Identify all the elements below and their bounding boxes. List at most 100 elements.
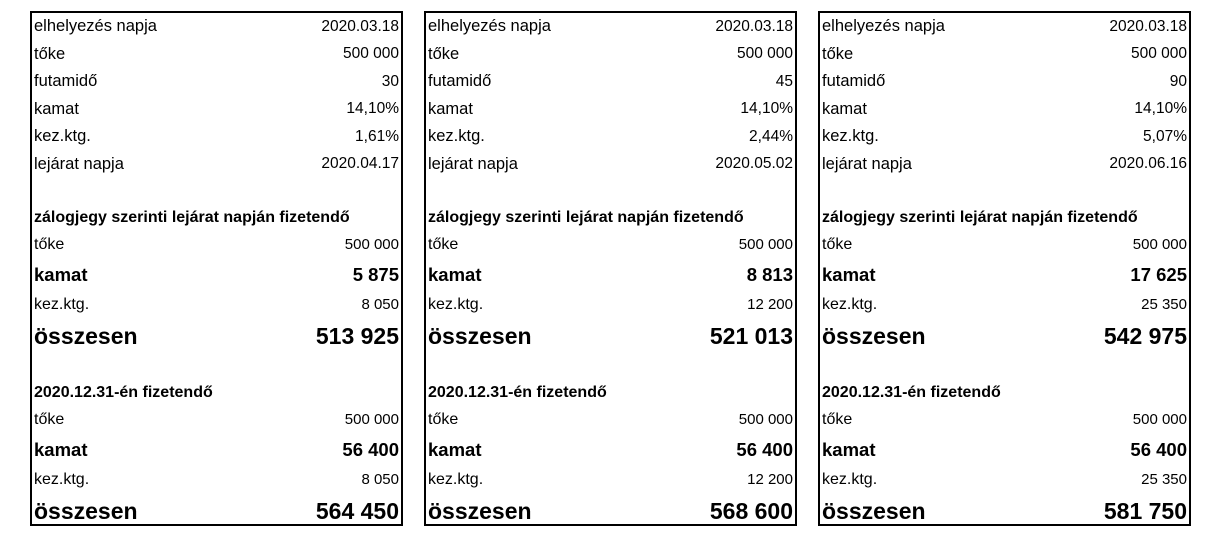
maturity-principal-label: tőke bbox=[428, 235, 459, 253]
maturity-interest-value: 8 813 bbox=[746, 263, 793, 285]
maturity-principal-value: 500 000 bbox=[738, 236, 793, 253]
yearend-interest-value: 56 400 bbox=[736, 438, 793, 460]
principal-row: tőke 500 000 bbox=[32, 41, 401, 69]
handling-fee-rate-value: 5,07% bbox=[1143, 127, 1187, 145]
yearend-fee-row: kez.ktg. 8 050 bbox=[32, 465, 401, 494]
maturity-principal-row: tőke 500 000 bbox=[32, 230, 401, 259]
yearend-total-row: összesen 568 600 bbox=[426, 494, 795, 528]
maturity-fee-value: 25 350 bbox=[1141, 296, 1187, 313]
yearend-fee-value: 25 350 bbox=[1141, 471, 1187, 488]
spacer bbox=[426, 353, 795, 375]
term-label: futamidő bbox=[34, 72, 98, 91]
interest-rate-row: kamat 14,10% bbox=[32, 96, 401, 124]
maturity-interest-label: kamat bbox=[822, 263, 876, 285]
spacer bbox=[32, 178, 401, 200]
interest-rate-value: 14,10% bbox=[740, 100, 793, 118]
yearend-principal-value: 500 000 bbox=[738, 411, 793, 428]
maturity-interest-row: kamat 5 875 bbox=[32, 259, 401, 290]
interest-rate-label: kamat bbox=[428, 99, 473, 118]
yearend-total-row: összesen 581 750 bbox=[820, 494, 1189, 528]
term-value: 90 bbox=[1169, 72, 1187, 90]
maturity-total-value: 521 013 bbox=[709, 322, 793, 349]
yearend-interest-label: kamat bbox=[34, 438, 88, 460]
maturity-date-label: lejárat napja bbox=[428, 154, 518, 173]
interest-rate-label: kamat bbox=[822, 99, 867, 118]
interest-rate-value: 14,10% bbox=[1134, 100, 1187, 118]
placement-date-row: elhelyezés napja 2020.03.18 bbox=[426, 13, 795, 41]
yearend-fee-value: 8 050 bbox=[361, 471, 399, 488]
handling-fee-rate-label: kez.ktg. bbox=[34, 127, 91, 146]
principal-value: 500 000 bbox=[1130, 45, 1187, 63]
maturity-date-value: 2020.06.16 bbox=[1109, 155, 1187, 173]
maturity-date-value: 2020.05.02 bbox=[715, 155, 793, 173]
maturity-interest-label: kamat bbox=[428, 263, 482, 285]
principal-label: tőke bbox=[822, 44, 854, 63]
yearend-principal-label: tőke bbox=[822, 410, 853, 428]
maturity-fee-label: kez.ktg. bbox=[428, 295, 484, 313]
term-row: futamidő 90 bbox=[820, 68, 1189, 96]
yearend-total-label: összesen bbox=[34, 497, 138, 524]
maturity-principal-value: 500 000 bbox=[344, 236, 399, 253]
maturity-interest-row: kamat 17 625 bbox=[820, 259, 1189, 290]
loan-panel-90-days: elhelyezés napja 2020.03.18 tőke 500 000… bbox=[818, 11, 1191, 526]
maturity-date-value: 2020.04.17 bbox=[321, 155, 399, 173]
spacer bbox=[32, 353, 401, 375]
maturity-principal-row: tőke 500 000 bbox=[820, 230, 1189, 259]
yearend-principal-row: tőke 500 000 bbox=[820, 405, 1189, 434]
maturity-total-value: 542 975 bbox=[1103, 322, 1187, 349]
maturity-total-row: összesen 513 925 bbox=[32, 319, 401, 353]
principal-label: tőke bbox=[34, 44, 66, 63]
interest-rate-value: 14,10% bbox=[346, 100, 399, 118]
maturity-total-label: összesen bbox=[822, 322, 926, 349]
principal-value: 500 000 bbox=[342, 45, 399, 63]
yearend-payment-heading: 2020.12.31-én fizetendő bbox=[34, 384, 213, 401]
maturity-payment-heading: zálogjegy szerinti lejárat napján fizete… bbox=[34, 209, 350, 226]
maturity-interest-label: kamat bbox=[34, 263, 88, 285]
yearend-interest-value: 56 400 bbox=[342, 438, 399, 460]
handling-fee-rate-value: 2,44% bbox=[749, 127, 793, 145]
yearend-principal-label: tőke bbox=[428, 410, 459, 428]
yearend-total-value: 581 750 bbox=[1103, 497, 1187, 524]
term-value: 45 bbox=[775, 72, 793, 90]
maturity-date-label: lejárat napja bbox=[34, 154, 124, 173]
maturity-principal-value: 500 000 bbox=[1132, 236, 1187, 253]
spacer bbox=[426, 178, 795, 200]
yearend-payment-heading: 2020.12.31-én fizetendő bbox=[428, 384, 607, 401]
interest-rate-label: kamat bbox=[34, 99, 79, 118]
term-label: futamidő bbox=[822, 72, 886, 91]
maturity-total-row: összesen 542 975 bbox=[820, 319, 1189, 353]
interest-rate-row: kamat 14,10% bbox=[820, 96, 1189, 124]
placement-date-value: 2020.03.18 bbox=[321, 17, 399, 35]
maturity-fee-label: kez.ktg. bbox=[34, 295, 90, 313]
handling-fee-rate-row: kez.ktg. 1,61% bbox=[32, 123, 401, 151]
maturity-fee-row: kez.ktg. 12 200 bbox=[426, 290, 795, 319]
loan-panel-30-days: elhelyezés napja 2020.03.18 tőke 500 000… bbox=[30, 11, 403, 526]
placement-date-label: elhelyezés napja bbox=[822, 17, 945, 36]
yearend-payment-heading: 2020.12.31-én fizetendő bbox=[822, 384, 1001, 401]
term-row: futamidő 45 bbox=[426, 68, 795, 96]
maturity-payment-heading: zálogjegy szerinti lejárat napján fizete… bbox=[428, 209, 744, 226]
maturity-date-row: lejárat napja 2020.04.17 bbox=[32, 151, 401, 179]
maturity-date-row: lejárat napja 2020.05.02 bbox=[426, 151, 795, 179]
placement-date-row: elhelyezés napja 2020.03.18 bbox=[32, 13, 401, 41]
principal-label: tőke bbox=[428, 44, 460, 63]
spacer bbox=[820, 178, 1189, 200]
principal-row: tőke 500 000 bbox=[426, 41, 795, 69]
yearend-interest-row: kamat 56 400 bbox=[820, 434, 1189, 465]
term-value: 30 bbox=[381, 72, 399, 90]
handling-fee-rate-row: kez.ktg. 2,44% bbox=[426, 123, 795, 151]
yearend-principal-label: tőke bbox=[34, 410, 65, 428]
interest-rate-row: kamat 14,10% bbox=[426, 96, 795, 124]
yearend-interest-row: kamat 56 400 bbox=[426, 434, 795, 465]
yearend-interest-value: 56 400 bbox=[1130, 438, 1187, 460]
yearend-total-value: 564 450 bbox=[315, 497, 399, 524]
yearend-total-value: 568 600 bbox=[709, 497, 793, 524]
maturity-total-row: összesen 521 013 bbox=[426, 319, 795, 353]
placement-date-value: 2020.03.18 bbox=[715, 17, 793, 35]
maturity-date-row: lejárat napja 2020.06.16 bbox=[820, 151, 1189, 179]
yearend-principal-row: tőke 500 000 bbox=[32, 405, 401, 434]
yearend-principal-value: 500 000 bbox=[344, 411, 399, 428]
maturity-total-label: összesen bbox=[34, 322, 138, 349]
yearend-total-label: összesen bbox=[822, 497, 926, 524]
yearend-fee-row: kez.ktg. 12 200 bbox=[426, 465, 795, 494]
